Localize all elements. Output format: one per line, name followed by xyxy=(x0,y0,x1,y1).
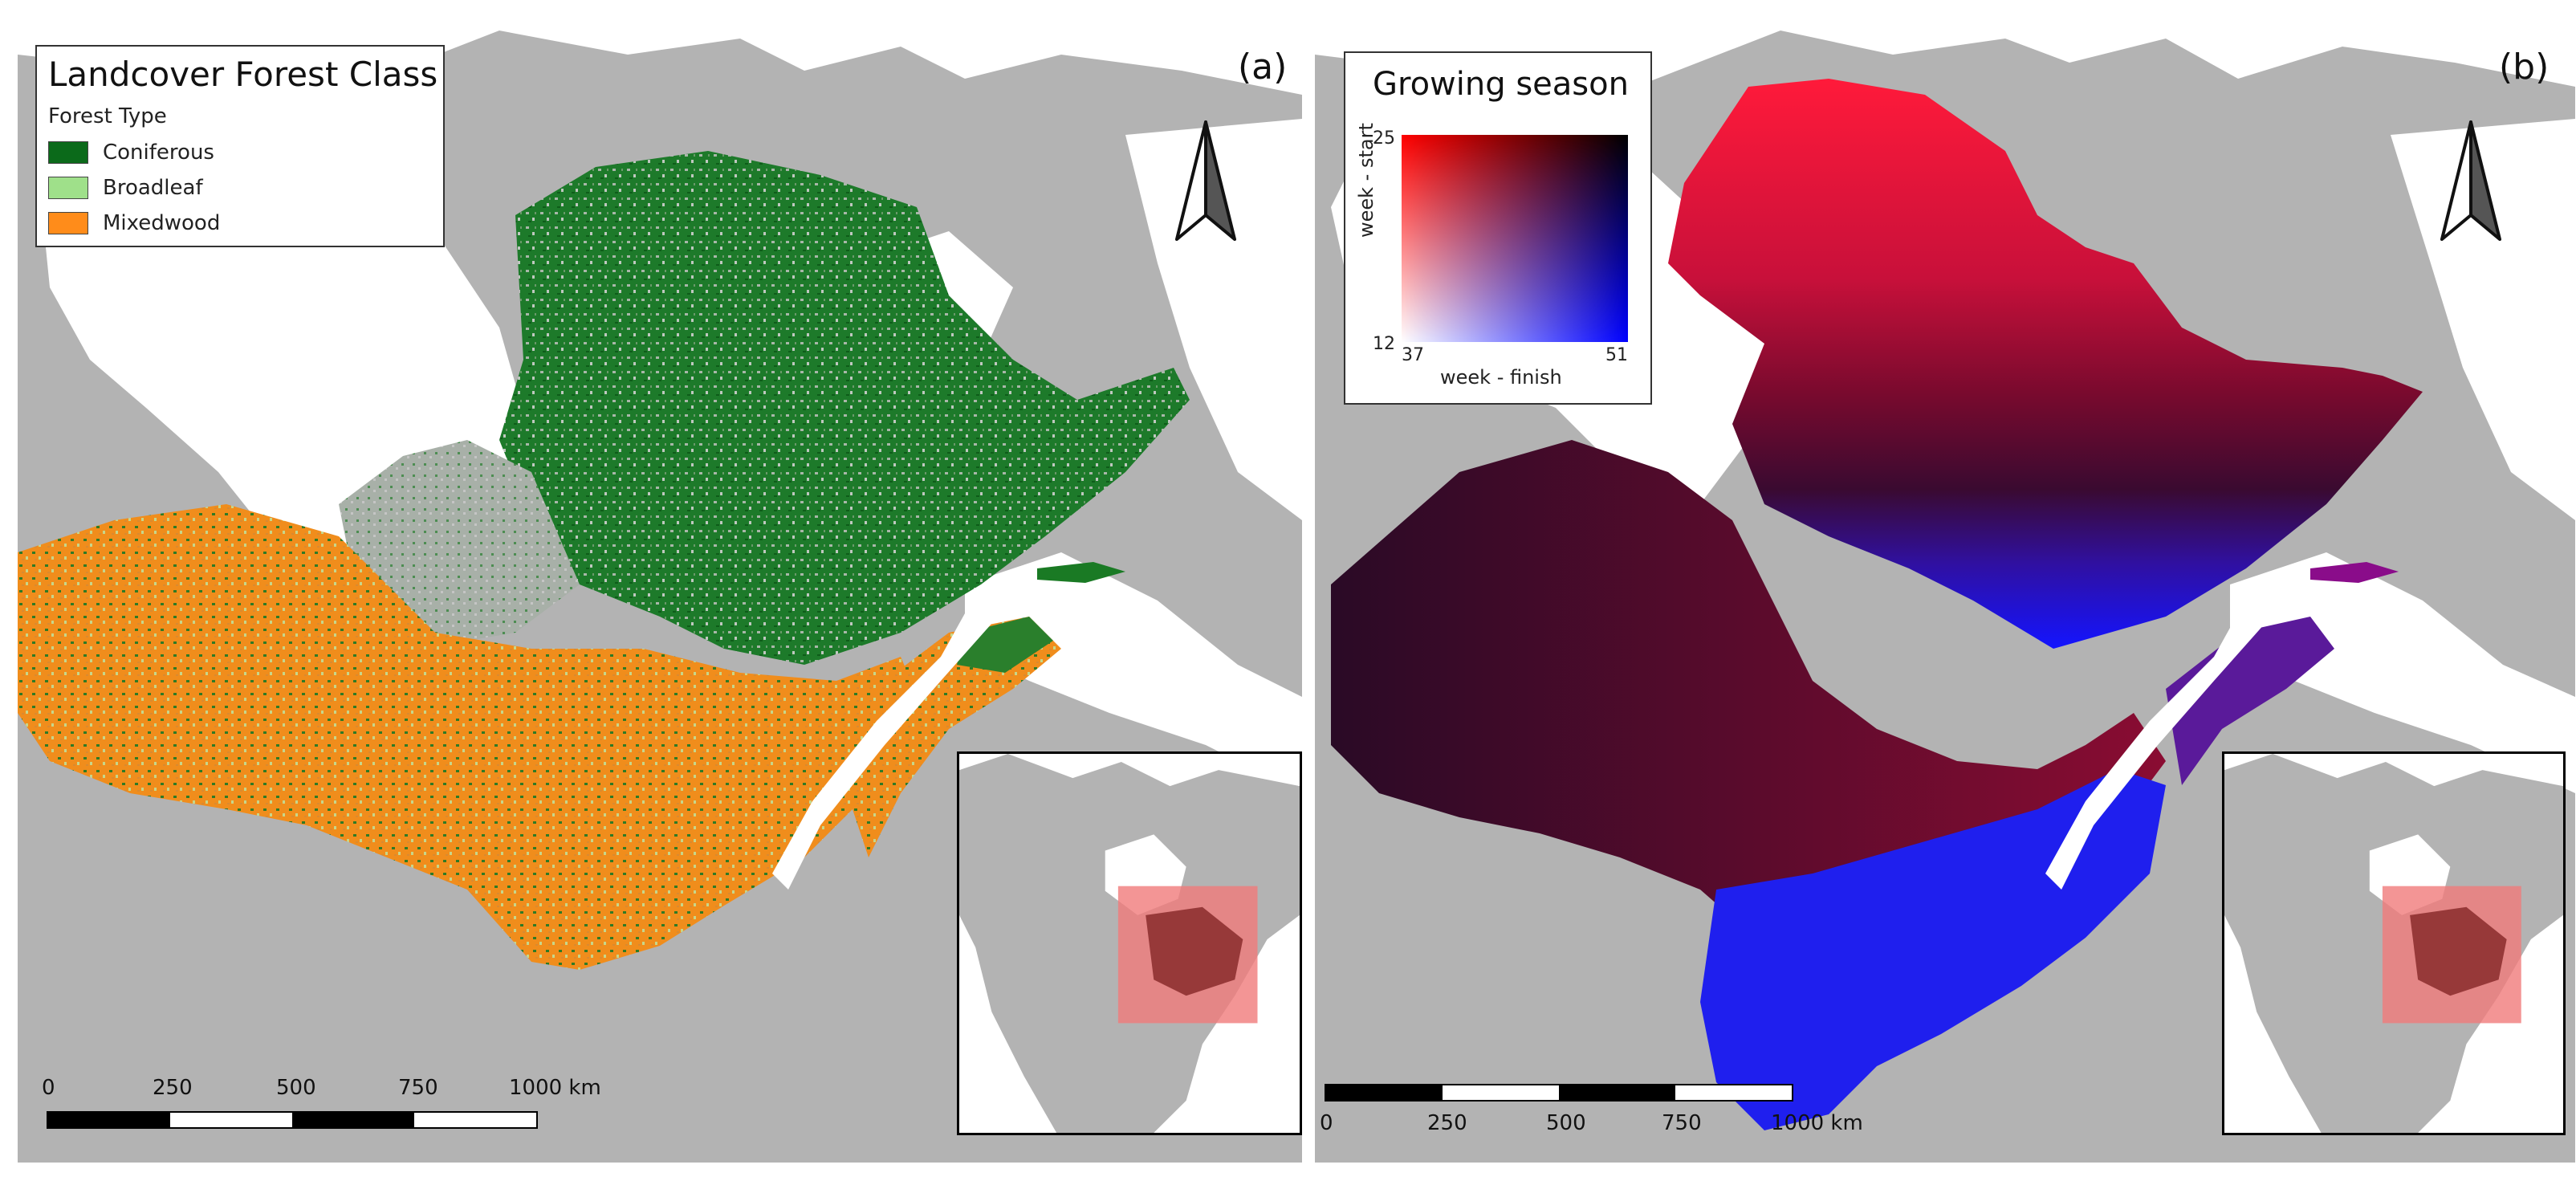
anticosti-island xyxy=(2310,562,2399,583)
legend-item-label: Broadleaf xyxy=(103,176,203,200)
north-america-inset xyxy=(959,754,1300,1133)
scale-label: 750 xyxy=(398,1076,438,1100)
legend-item-label: Mixedwood xyxy=(103,211,221,235)
mixedwood-swatch xyxy=(48,212,88,234)
st-lawrence-river xyxy=(2045,584,2278,890)
labrador-sea xyxy=(1125,119,1302,520)
scale-label: 1000 km xyxy=(1771,1111,1863,1135)
scale-bar-graphic xyxy=(1325,1084,1793,1102)
legend-item-mixedwood: Mixedwood xyxy=(48,210,220,236)
legend-subtitle: Forest Type xyxy=(48,104,167,128)
north-america-inset xyxy=(2224,754,2563,1133)
season-south xyxy=(1700,769,2166,1130)
scale-label: 500 xyxy=(276,1076,316,1100)
legend-item-label: Coniferous xyxy=(103,140,214,165)
labrador-sea xyxy=(2391,119,2575,520)
scale-label: 0 xyxy=(42,1076,55,1100)
gulf-st-lawrence xyxy=(2230,552,2575,793)
panel-a-landcover-map: (a) Landcover Forest Class Forest Type C… xyxy=(18,22,1302,1163)
y-tick-label: 12 xyxy=(1373,334,1395,354)
bivariate-color-grid xyxy=(1402,135,1628,342)
coniferous-swatch xyxy=(48,141,88,164)
scale-bar: 0 250 500 750 1000 km xyxy=(42,1076,601,1148)
y-tick-label: 25 xyxy=(1373,128,1395,149)
season-north xyxy=(1668,79,2423,649)
x-tick-label: 51 xyxy=(1605,345,1628,365)
locator-inset-map xyxy=(2222,751,2566,1135)
growing-season-legend: Growing season xyxy=(1344,51,1652,405)
scale-bar-graphic xyxy=(47,1111,538,1129)
panel-letter: (a) xyxy=(1238,47,1288,88)
scale-label: 250 xyxy=(1427,1111,1467,1135)
x-tick-label: 37 xyxy=(1402,345,1424,365)
scale-label: 750 xyxy=(1662,1111,1702,1135)
season-gaspe xyxy=(2166,617,2334,785)
landcover-map xyxy=(18,22,1302,1163)
locator-inset-map xyxy=(957,751,1302,1135)
scale-label: 250 xyxy=(153,1076,193,1100)
scale-label: 500 xyxy=(1546,1111,1586,1135)
north-arrow-icon xyxy=(1175,120,1236,241)
forest-north xyxy=(499,151,1190,665)
broadleaf-swatch xyxy=(48,177,88,199)
legend-item-coniferous: Coniferous xyxy=(48,140,214,165)
legend-item-broadleaf: Broadleaf xyxy=(48,175,203,201)
anticosti-island xyxy=(1037,562,1125,583)
panel-b-growing-season-map: (b) Growing season xyxy=(1315,22,2575,1163)
x-axis-label: week - finish xyxy=(1440,366,1562,389)
scale-bar: 0 250 500 750 1000 km xyxy=(1320,1076,1863,1156)
forest-gaspe xyxy=(853,617,1061,857)
forest-south xyxy=(18,504,925,970)
panel-letter: (b) xyxy=(2499,47,2550,88)
forest-legend: Landcover Forest Class Forest Type Conif… xyxy=(35,45,445,247)
st-lawrence-river xyxy=(772,584,1005,890)
legend-title: Landcover Forest Class xyxy=(48,55,438,94)
north-arrow-icon xyxy=(2440,120,2501,241)
scale-label: 1000 km xyxy=(509,1076,601,1100)
gulf-st-lawrence xyxy=(965,552,1302,793)
scale-label: 0 xyxy=(1320,1111,1333,1135)
legend-title: Growing season xyxy=(1373,66,1629,103)
